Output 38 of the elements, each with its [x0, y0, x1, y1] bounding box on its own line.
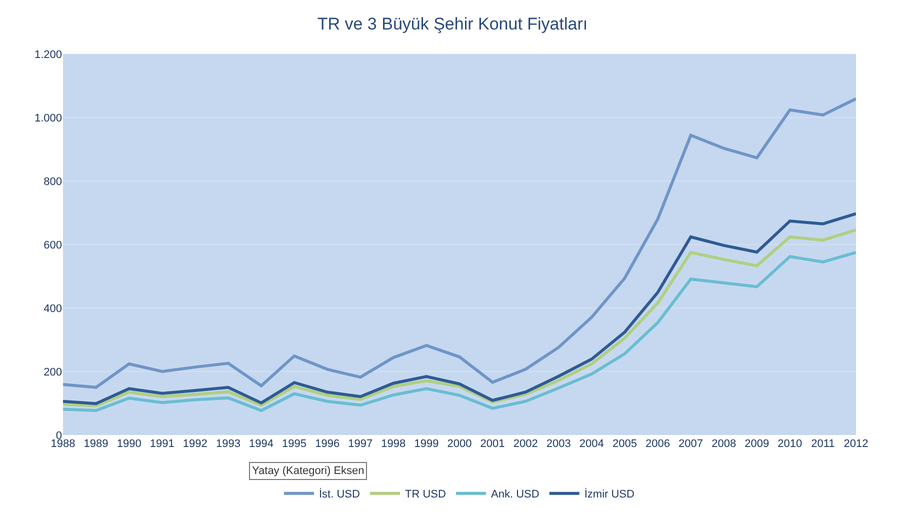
x-tick-label: 2012: [844, 438, 868, 450]
text: Yatay (Kategori) Eksen: [252, 465, 364, 477]
y-tick-label: 200: [44, 366, 62, 378]
y-tick-label: 1.000: [34, 112, 62, 124]
x-tick-label: 1998: [381, 438, 406, 450]
y-tick-label: 400: [44, 302, 62, 315]
legend-label: TR USD: [405, 488, 446, 501]
x-tick-label: 1992: [182, 438, 208, 450]
x-tick-label: 2003: [546, 438, 571, 450]
x-tick-label: 2006: [646, 438, 670, 450]
x-tick-label: 2005: [612, 438, 637, 450]
y-tick-label: 1.200: [34, 48, 62, 61]
x-tick-label: 2001: [480, 438, 505, 450]
x-tick-label: 2007: [678, 438, 704, 450]
x-tick-label: 2010: [778, 438, 802, 450]
x-tick-label: 1996: [315, 438, 340, 450]
x-tick-label: 1988: [50, 438, 76, 450]
x-tick-label: 1991: [150, 438, 174, 450]
x-tick-label: 1994: [249, 438, 274, 450]
x-tick-label: 2011: [811, 438, 835, 450]
x-tick-label: 1995: [282, 438, 307, 450]
legend-label: İst. USD: [319, 488, 360, 501]
x-tick-label: 1990: [116, 438, 142, 450]
x-tick-label: 1999: [414, 438, 439, 450]
x-tick-label: 1989: [84, 438, 108, 450]
line-series: [63, 97, 856, 389]
x-tick-label: 2009: [744, 438, 770, 450]
x-tick-label: 2002: [513, 438, 538, 450]
chart-title: TR ve 3 Büyük Şehir Konut Fiyatları: [317, 14, 588, 34]
legend-label: Ank. USD: [491, 488, 540, 501]
x-tick-label: 2004: [579, 438, 604, 450]
x-tick-label: 1993: [216, 438, 240, 450]
x-tick-label: 1997: [348, 438, 373, 450]
x-tick-label: 2008: [712, 438, 736, 450]
y-tick-label: 800: [44, 176, 62, 188]
y-tick-label: 600: [44, 239, 62, 252]
x-tick-label: 2000: [447, 438, 472, 450]
legend-label: İzmir USD: [584, 488, 635, 501]
